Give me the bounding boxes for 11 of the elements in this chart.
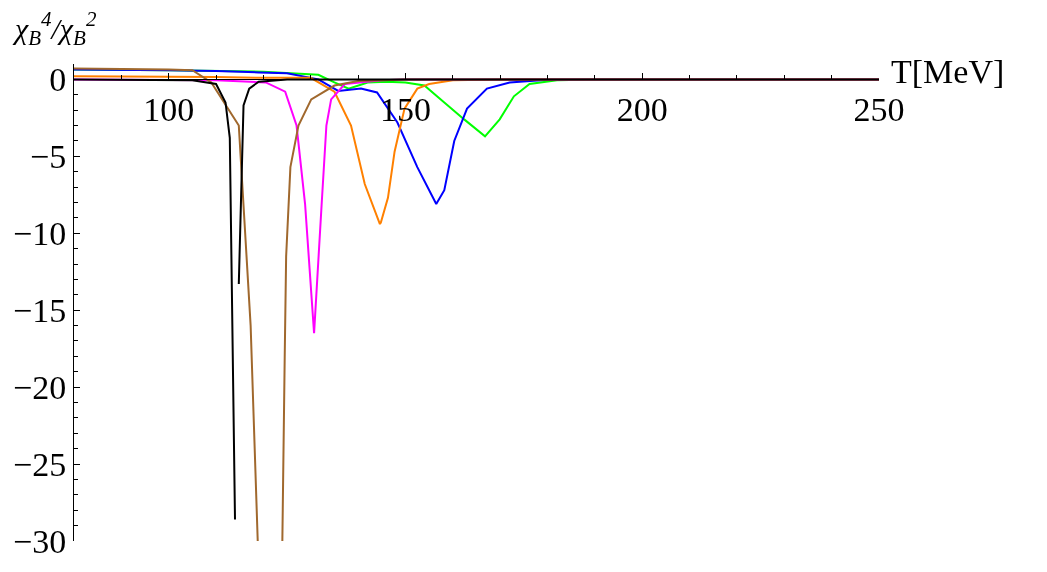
y-tick-label: 0 <box>49 61 67 99</box>
y-tick-label: −25 <box>13 445 67 483</box>
x-tick-label: 250 <box>853 91 905 129</box>
x-axis-title: T[MeV] <box>891 53 1005 90</box>
y-tick-label: −15 <box>13 292 67 330</box>
y-tick-label: −30 <box>13 522 67 560</box>
x-tick-label: 100 <box>143 91 195 129</box>
y-tick-label: −10 <box>13 215 67 253</box>
y-tick-label: −5 <box>30 138 67 176</box>
y-tick-label: −20 <box>13 369 67 407</box>
x-tick-label: 200 <box>616 91 668 129</box>
